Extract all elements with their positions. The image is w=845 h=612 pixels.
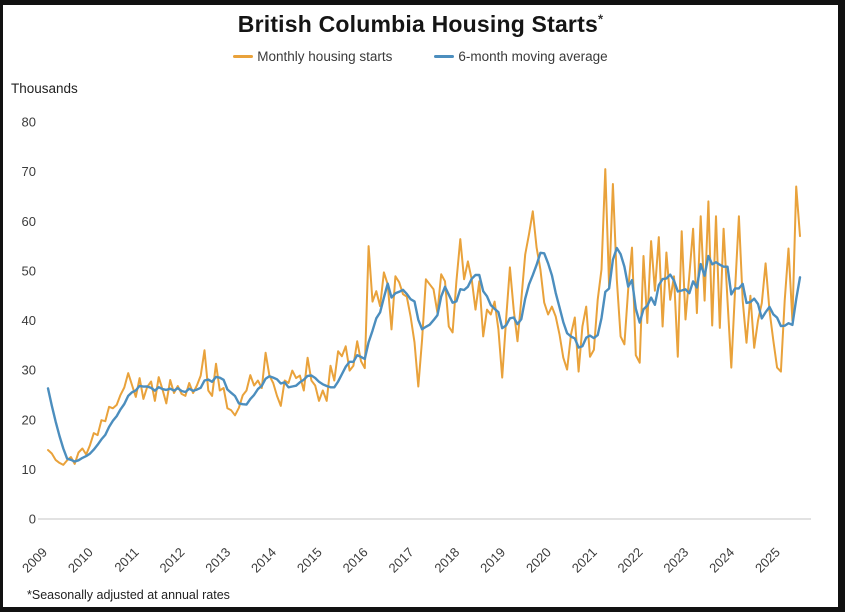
legend-item-monthly-housing-starts: Monthly housing starts xyxy=(233,49,392,64)
y-tick-label: 20 xyxy=(22,412,36,427)
chart-legend: Monthly housing starts 6-month moving av… xyxy=(3,49,838,64)
x-axis-ticks: 2009 2010 2011 2012 2013 2014 2015 2016 2017 2018… xyxy=(19,545,783,576)
legend-item-moving-average: 6-month moving average xyxy=(434,49,608,64)
x-tick-label: 2024 xyxy=(706,545,737,576)
chart-canvas: 0 10 20 30 40 50 60 70 80 2009 2010 2011 2012 2013 201… xyxy=(19,115,811,576)
y-tick-label: 40 xyxy=(22,313,36,328)
x-tick-label: 2017 xyxy=(386,545,417,576)
chart-panel: British Columbia Housing Starts* Monthly… xyxy=(3,5,838,607)
x-tick-label: 2019 xyxy=(477,545,508,576)
x-tick-label: 2025 xyxy=(752,545,783,576)
y-axis-ticks: 0 10 20 30 40 50 60 70 80 xyxy=(22,115,36,527)
x-tick-label: 2016 xyxy=(340,545,371,576)
y-tick-label: 50 xyxy=(22,263,36,278)
y-axis-unit-label: Thousands xyxy=(11,81,78,96)
y-tick-label: 80 xyxy=(22,115,36,130)
x-tick-label: 2012 xyxy=(156,545,187,576)
x-tick-label: 2010 xyxy=(65,545,96,576)
legend-label: 6-month moving average xyxy=(458,49,608,64)
moving-average-swatch xyxy=(434,55,455,58)
x-tick-label: 2011 xyxy=(111,545,141,575)
y-tick-label: 70 xyxy=(22,164,36,179)
x-tick-label: 2009 xyxy=(19,545,50,576)
title-text: British Columbia Housing Starts xyxy=(237,11,598,37)
footnote: *Seasonally adjusted at annual rates xyxy=(27,588,230,602)
x-tick-label: 2021 xyxy=(569,545,600,576)
monthly-series-swatch xyxy=(233,55,254,58)
title-asterisk: * xyxy=(597,11,604,27)
moving-average-line xyxy=(46,246,802,463)
x-tick-label: 2022 xyxy=(615,545,646,576)
monthly-series-line xyxy=(47,168,801,466)
y-tick-label: 0 xyxy=(29,512,36,527)
x-tick-label: 2023 xyxy=(660,545,691,576)
x-tick-label: 2020 xyxy=(523,545,554,576)
y-tick-label: 60 xyxy=(22,214,36,229)
legend-label: Monthly housing starts xyxy=(257,49,393,64)
y-tick-label: 30 xyxy=(22,363,36,378)
x-tick-label: 2013 xyxy=(202,545,233,576)
y-tick-label: 10 xyxy=(22,462,36,477)
page-title: British Columbia Housing Starts* xyxy=(3,11,838,38)
x-tick-label: 2018 xyxy=(431,545,462,576)
x-tick-label: 2014 xyxy=(248,545,279,576)
x-tick-label: 2015 xyxy=(294,545,325,576)
